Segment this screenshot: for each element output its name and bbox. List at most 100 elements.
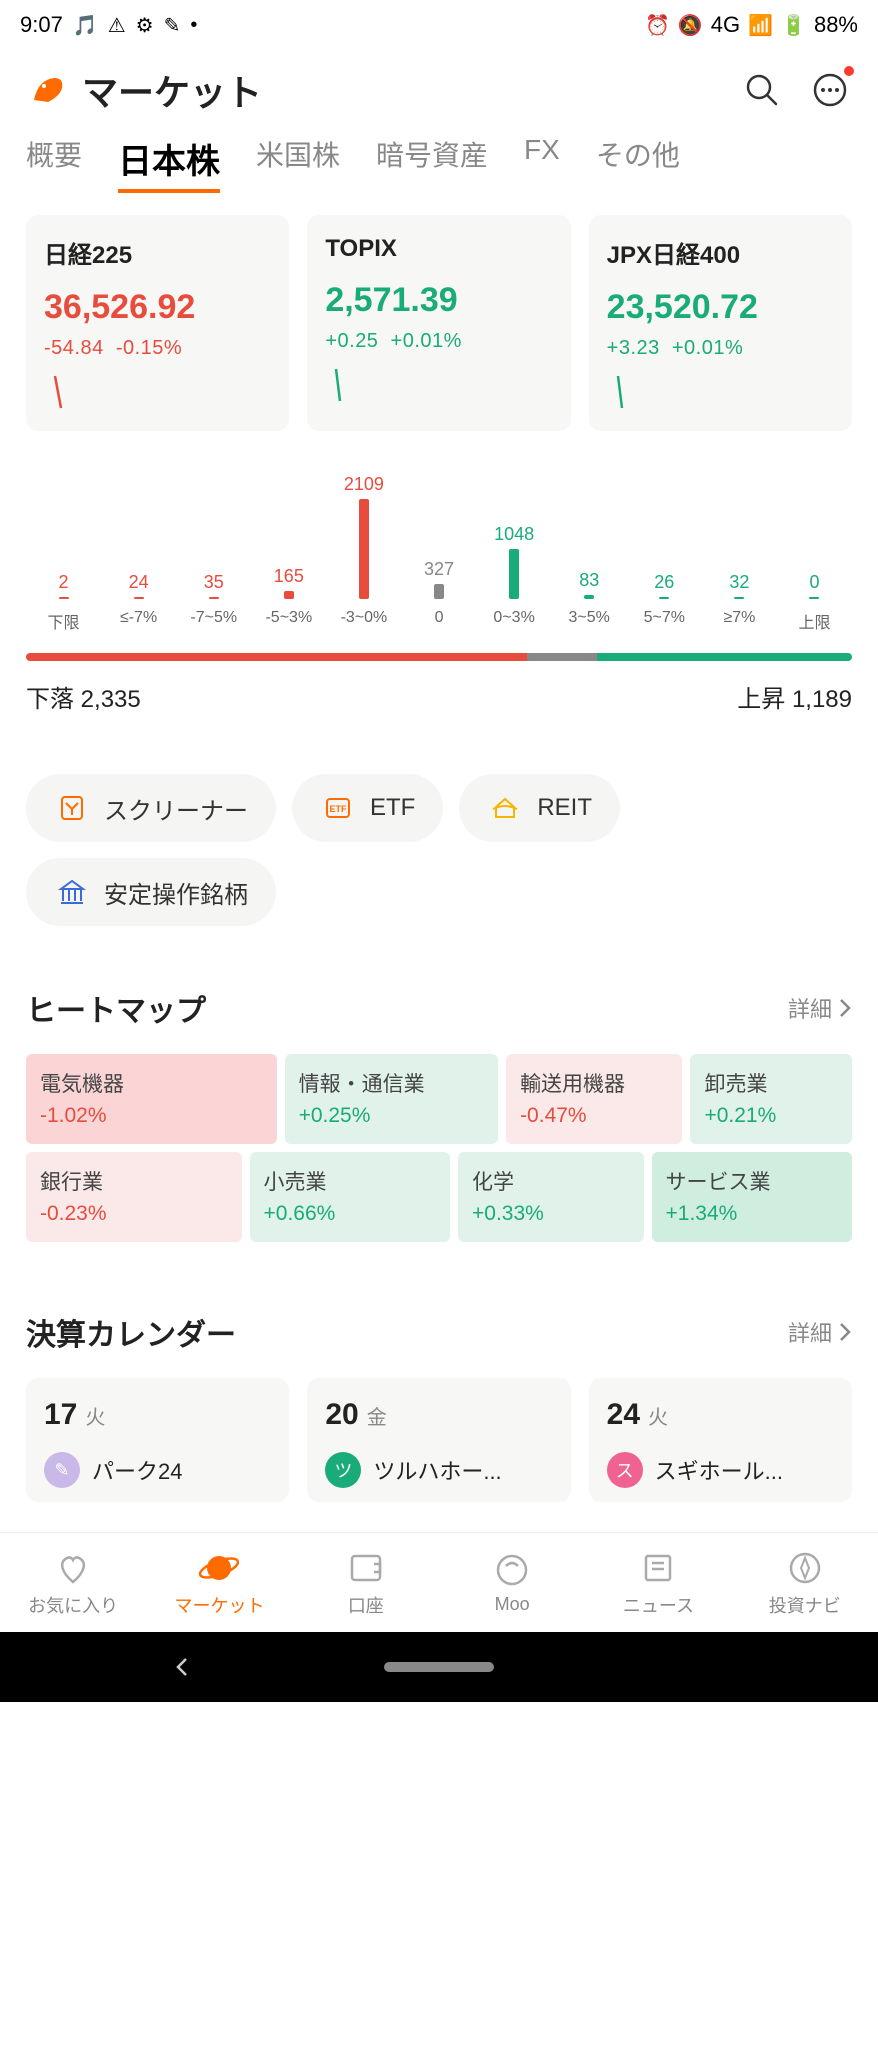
stock-name: ツルハホー... (373, 1454, 501, 1486)
heat-cell[interactable]: 銀行業-0.23% (26, 1152, 242, 1242)
stock-name: スギホール... (655, 1454, 783, 1486)
android-nav-bar (0, 1632, 878, 1702)
pdf-icon: ✎ (164, 13, 181, 38)
mute-icon: 🔕 (678, 13, 703, 38)
distribution-chart: 22435165210932710488326320 下限≤-7%-7~5%-5… (0, 431, 878, 714)
strip-segment (597, 653, 852, 661)
heat-cell[interactable]: 小売業+0.66% (250, 1152, 451, 1242)
pill-label: 安定操作銘柄 (104, 875, 248, 910)
android-back-button[interactable] (170, 1655, 194, 1679)
cal-dow: 金 (367, 1401, 387, 1430)
nav-moo[interactable]: Moo (439, 1533, 585, 1632)
alarm-icon: ⏰ (645, 13, 670, 38)
tab-2[interactable]: 米国株 (256, 134, 340, 193)
notification-dot (844, 66, 854, 76)
compass-icon (785, 1548, 825, 1588)
cal-day: 20 (325, 1398, 358, 1432)
cal-dow: 火 (85, 1401, 105, 1430)
news-icon (638, 1548, 678, 1588)
heat-cell[interactable]: 化学+0.33% (458, 1152, 644, 1242)
tab-0[interactable]: 概要 (26, 134, 82, 193)
down-summary: 下落 2,335 (26, 679, 141, 714)
heat-pct: +1.34% (666, 1202, 839, 1226)
index-card[interactable]: JPX日経400 23,520.72 +3.23 +0.01% (589, 215, 852, 431)
dist-bar: 327 (401, 559, 476, 600)
calendar-title: 決算カレンダー (26, 1310, 236, 1354)
nav-label: お気に入り (28, 1592, 118, 1618)
dist-bar: 26 (627, 572, 702, 599)
calendar-detail-link[interactable]: 詳細 (788, 1316, 852, 1348)
calendar-card[interactable]: 20 金 ツツルハホー... (307, 1378, 570, 1502)
tab-1[interactable]: 日本株 (118, 134, 220, 193)
android-home-pill[interactable] (384, 1662, 494, 1672)
index-value: 2,571.39 (325, 281, 552, 320)
chevron-right-icon (838, 1321, 852, 1343)
planet-icon (199, 1548, 239, 1588)
reit-icon (487, 790, 523, 826)
svg-text:ETF: ETF (330, 804, 348, 814)
dots-icon (812, 72, 848, 108)
dist-label: ≤-7% (101, 609, 176, 633)
tab-5[interactable]: その他 (596, 134, 680, 193)
dist-label: 0~3% (477, 609, 552, 633)
heat-cell[interactable]: 輸送用機器-0.47% (506, 1054, 682, 1144)
stock-badge: ツ (325, 1452, 361, 1488)
more-icon: • (190, 14, 197, 37)
stock-badge: ス (607, 1452, 643, 1488)
heat-cell[interactable]: 電気機器-1.02% (26, 1054, 277, 1144)
nav-planet[interactable]: マーケット (146, 1533, 292, 1632)
nav-label: マーケット (174, 1592, 264, 1618)
heat-cell[interactable]: サービス業+1.34% (652, 1152, 853, 1242)
bank-icon (54, 874, 90, 910)
heat-cell[interactable]: 卸売業+0.21% (690, 1054, 852, 1144)
nav-news[interactable]: ニュース (585, 1533, 731, 1632)
heat-pct: +0.33% (472, 1202, 630, 1226)
heat-pct: -0.23% (40, 1202, 228, 1226)
search-button[interactable] (740, 68, 784, 112)
tab-4[interactable]: FX (524, 134, 560, 193)
nav-label: 口座 (348, 1592, 384, 1618)
dist-bar: 24 (101, 572, 176, 599)
dist-bar: 83 (552, 570, 627, 599)
index-name: JPX日経400 (607, 235, 834, 270)
chevron-right-icon (838, 997, 852, 1019)
dist-bar: 2109 (326, 474, 401, 599)
dist-bar: 0 (777, 572, 852, 599)
up-summary: 上昇 1,189 (737, 679, 852, 714)
index-card[interactable]: 日経225 36,526.92 -54.84 -0.15% (26, 215, 289, 431)
nav-heart[interactable]: お気に入り (0, 1533, 146, 1632)
network-label: 4G (711, 12, 740, 38)
heat-cell[interactable]: 情報・通信業+0.25% (285, 1054, 498, 1144)
heat-name: 情報・通信業 (299, 1068, 484, 1098)
pill-filter[interactable]: スクリーナー (26, 774, 276, 842)
heat-pct: +0.21% (704, 1104, 838, 1128)
index-value: 23,520.72 (607, 288, 834, 327)
more-button[interactable] (808, 68, 852, 112)
pill-reit[interactable]: REIT (459, 774, 620, 842)
index-card[interactable]: TOPIX 2,571.39 +0.25 +0.01% (307, 215, 570, 431)
tab-3[interactable]: 暗号資産 (376, 134, 488, 193)
signal-icon: 📶 (748, 13, 773, 38)
nav-wallet[interactable]: 口座 (293, 1533, 439, 1632)
dist-bar: 1048 (477, 524, 552, 599)
heart-icon (53, 1548, 93, 1588)
dist-bar: 32 (702, 572, 777, 599)
heatmap-detail-link[interactable]: 詳細 (788, 992, 852, 1024)
pill-etf[interactable]: ETFETF (292, 774, 443, 842)
heat-name: 輸送用機器 (520, 1068, 668, 1098)
pill-label: REIT (537, 794, 592, 822)
heat-name: 電気機器 (40, 1068, 263, 1098)
heat-name: 小売業 (264, 1166, 437, 1196)
calendar-card[interactable]: 17火 ✎パーク24 (26, 1378, 289, 1502)
dist-label: -5~3% (251, 609, 326, 633)
calendar-card[interactable]: 24火 ススギホール... (589, 1378, 852, 1502)
dist-label: 下限 (26, 609, 101, 633)
nav-compass[interactable]: 投資ナビ (732, 1533, 878, 1632)
nav-label: 投資ナビ (769, 1592, 841, 1618)
calendar-cards: 17火 ✎パーク24 20 金 ツツルハホー... 24火 ススギホール... (0, 1378, 878, 1502)
pill-bank[interactable]: 安定操作銘柄 (26, 858, 276, 926)
battery-icon: 🔋 (781, 13, 806, 38)
cal-dow: 火 (648, 1401, 668, 1430)
moo-icon (492, 1550, 532, 1590)
page-title: マーケット (82, 64, 262, 116)
